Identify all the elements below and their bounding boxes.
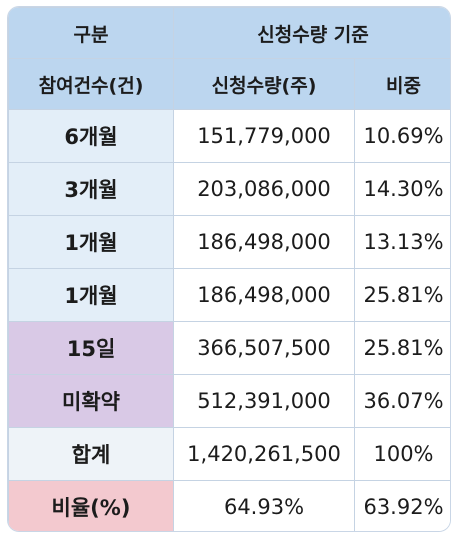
total-ratio: 100% — [354, 427, 450, 481]
table-row: 6개월 151,779,000 10.69% — [8, 109, 450, 163]
row-quantity: 186,498,000 — [173, 268, 355, 322]
row-ratio: 25.81% — [354, 321, 450, 375]
ratio-row: 비율(%) 64.93% 63.92% — [8, 480, 450, 531]
total-quantity: 1,420,261,500 — [173, 427, 355, 481]
row-label: 1개월 — [8, 268, 174, 322]
total-row: 합계 1,420,261,500 100% — [8, 427, 450, 481]
row-ratio: 25.81% — [354, 268, 450, 322]
row-quantity: 366,507,500 — [173, 321, 355, 375]
allocation-table-card: 구분 신청수량 기준 참여건수(건) 신청수량(주) 비중 6개월 151,77… — [7, 6, 451, 532]
subheader-ratio: 비중 — [354, 58, 450, 110]
row-ratio: 13.13% — [354, 215, 450, 269]
row-label: 3개월 — [8, 162, 174, 216]
subheader-quantity: 신청수량(주) — [173, 58, 355, 110]
row-quantity: 151,779,000 — [173, 109, 355, 163]
table-row: 1개월 186,498,000 13.13% — [8, 215, 450, 269]
ratio-quantity: 64.93% — [173, 480, 355, 531]
subheader-row: 참여건수(건) 신청수량(주) 비중 — [8, 58, 450, 110]
table-row: 1개월 186,498,000 25.81% — [8, 268, 450, 322]
row-ratio: 10.69% — [354, 109, 450, 163]
table-row-highlighted: 15일 366,507,500 25.81% — [8, 321, 450, 375]
row-label: 미확약 — [8, 374, 174, 428]
total-label: 합계 — [8, 427, 174, 481]
row-label: 1개월 — [8, 215, 174, 269]
row-label: 6개월 — [8, 109, 174, 163]
header-category: 구분 — [8, 7, 174, 59]
row-quantity: 203,086,000 — [173, 162, 355, 216]
row-ratio: 36.07% — [354, 374, 450, 428]
row-ratio: 14.30% — [354, 162, 450, 216]
ratio-label: 비율(%) — [8, 480, 174, 531]
row-quantity: 512,391,000 — [173, 374, 355, 428]
subheader-category: 참여건수(건) — [8, 58, 174, 110]
allocation-table: 구분 신청수량 기준 참여건수(건) 신청수량(주) 비중 6개월 151,77… — [8, 7, 450, 531]
row-quantity: 186,498,000 — [173, 215, 355, 269]
ratio-ratio: 63.92% — [354, 480, 450, 531]
row-label: 15일 — [8, 321, 174, 375]
header-row: 구분 신청수량 기준 — [8, 7, 450, 59]
table-row: 3개월 203,086,000 14.30% — [8, 162, 450, 216]
table-row-highlighted: 미확약 512,391,000 36.07% — [8, 374, 450, 428]
header-basis: 신청수량 기준 — [173, 7, 450, 59]
